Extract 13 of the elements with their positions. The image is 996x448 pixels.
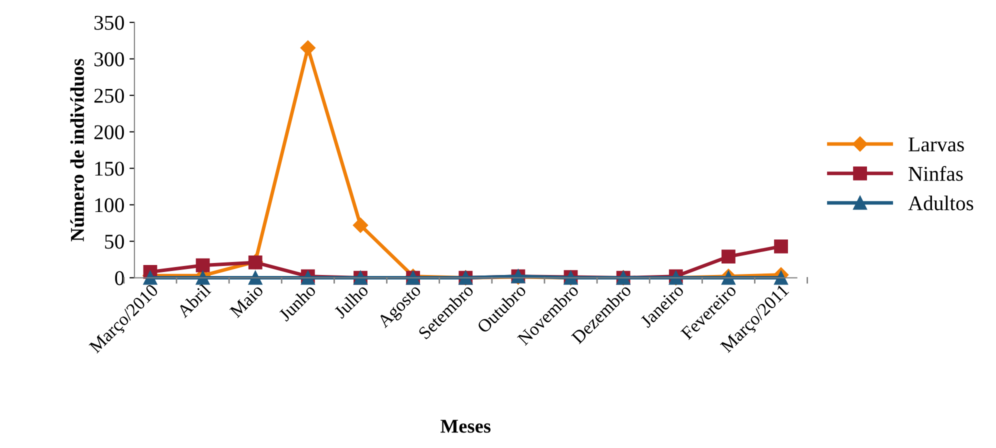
x-axis-title: Meses (440, 420, 491, 433)
y-tick-label: 100 (95, 198, 124, 212)
y-tick-label: 350 (94, 16, 124, 30)
y-tick-label: 50 (105, 234, 124, 249)
legend-label: Ninfas (908, 166, 963, 181)
y-tick-label: 300 (94, 52, 124, 66)
y-axis-title: Número de indivíduos (70, 58, 84, 242)
y-tick-label: 150 (95, 162, 124, 176)
y-tick-label: 250 (94, 88, 124, 103)
y-tick-label: 0 (115, 271, 124, 286)
legend-label: Adultos (908, 196, 974, 210)
y-tick-label: 200 (94, 125, 124, 140)
legend-label: Larvas (908, 138, 964, 152)
